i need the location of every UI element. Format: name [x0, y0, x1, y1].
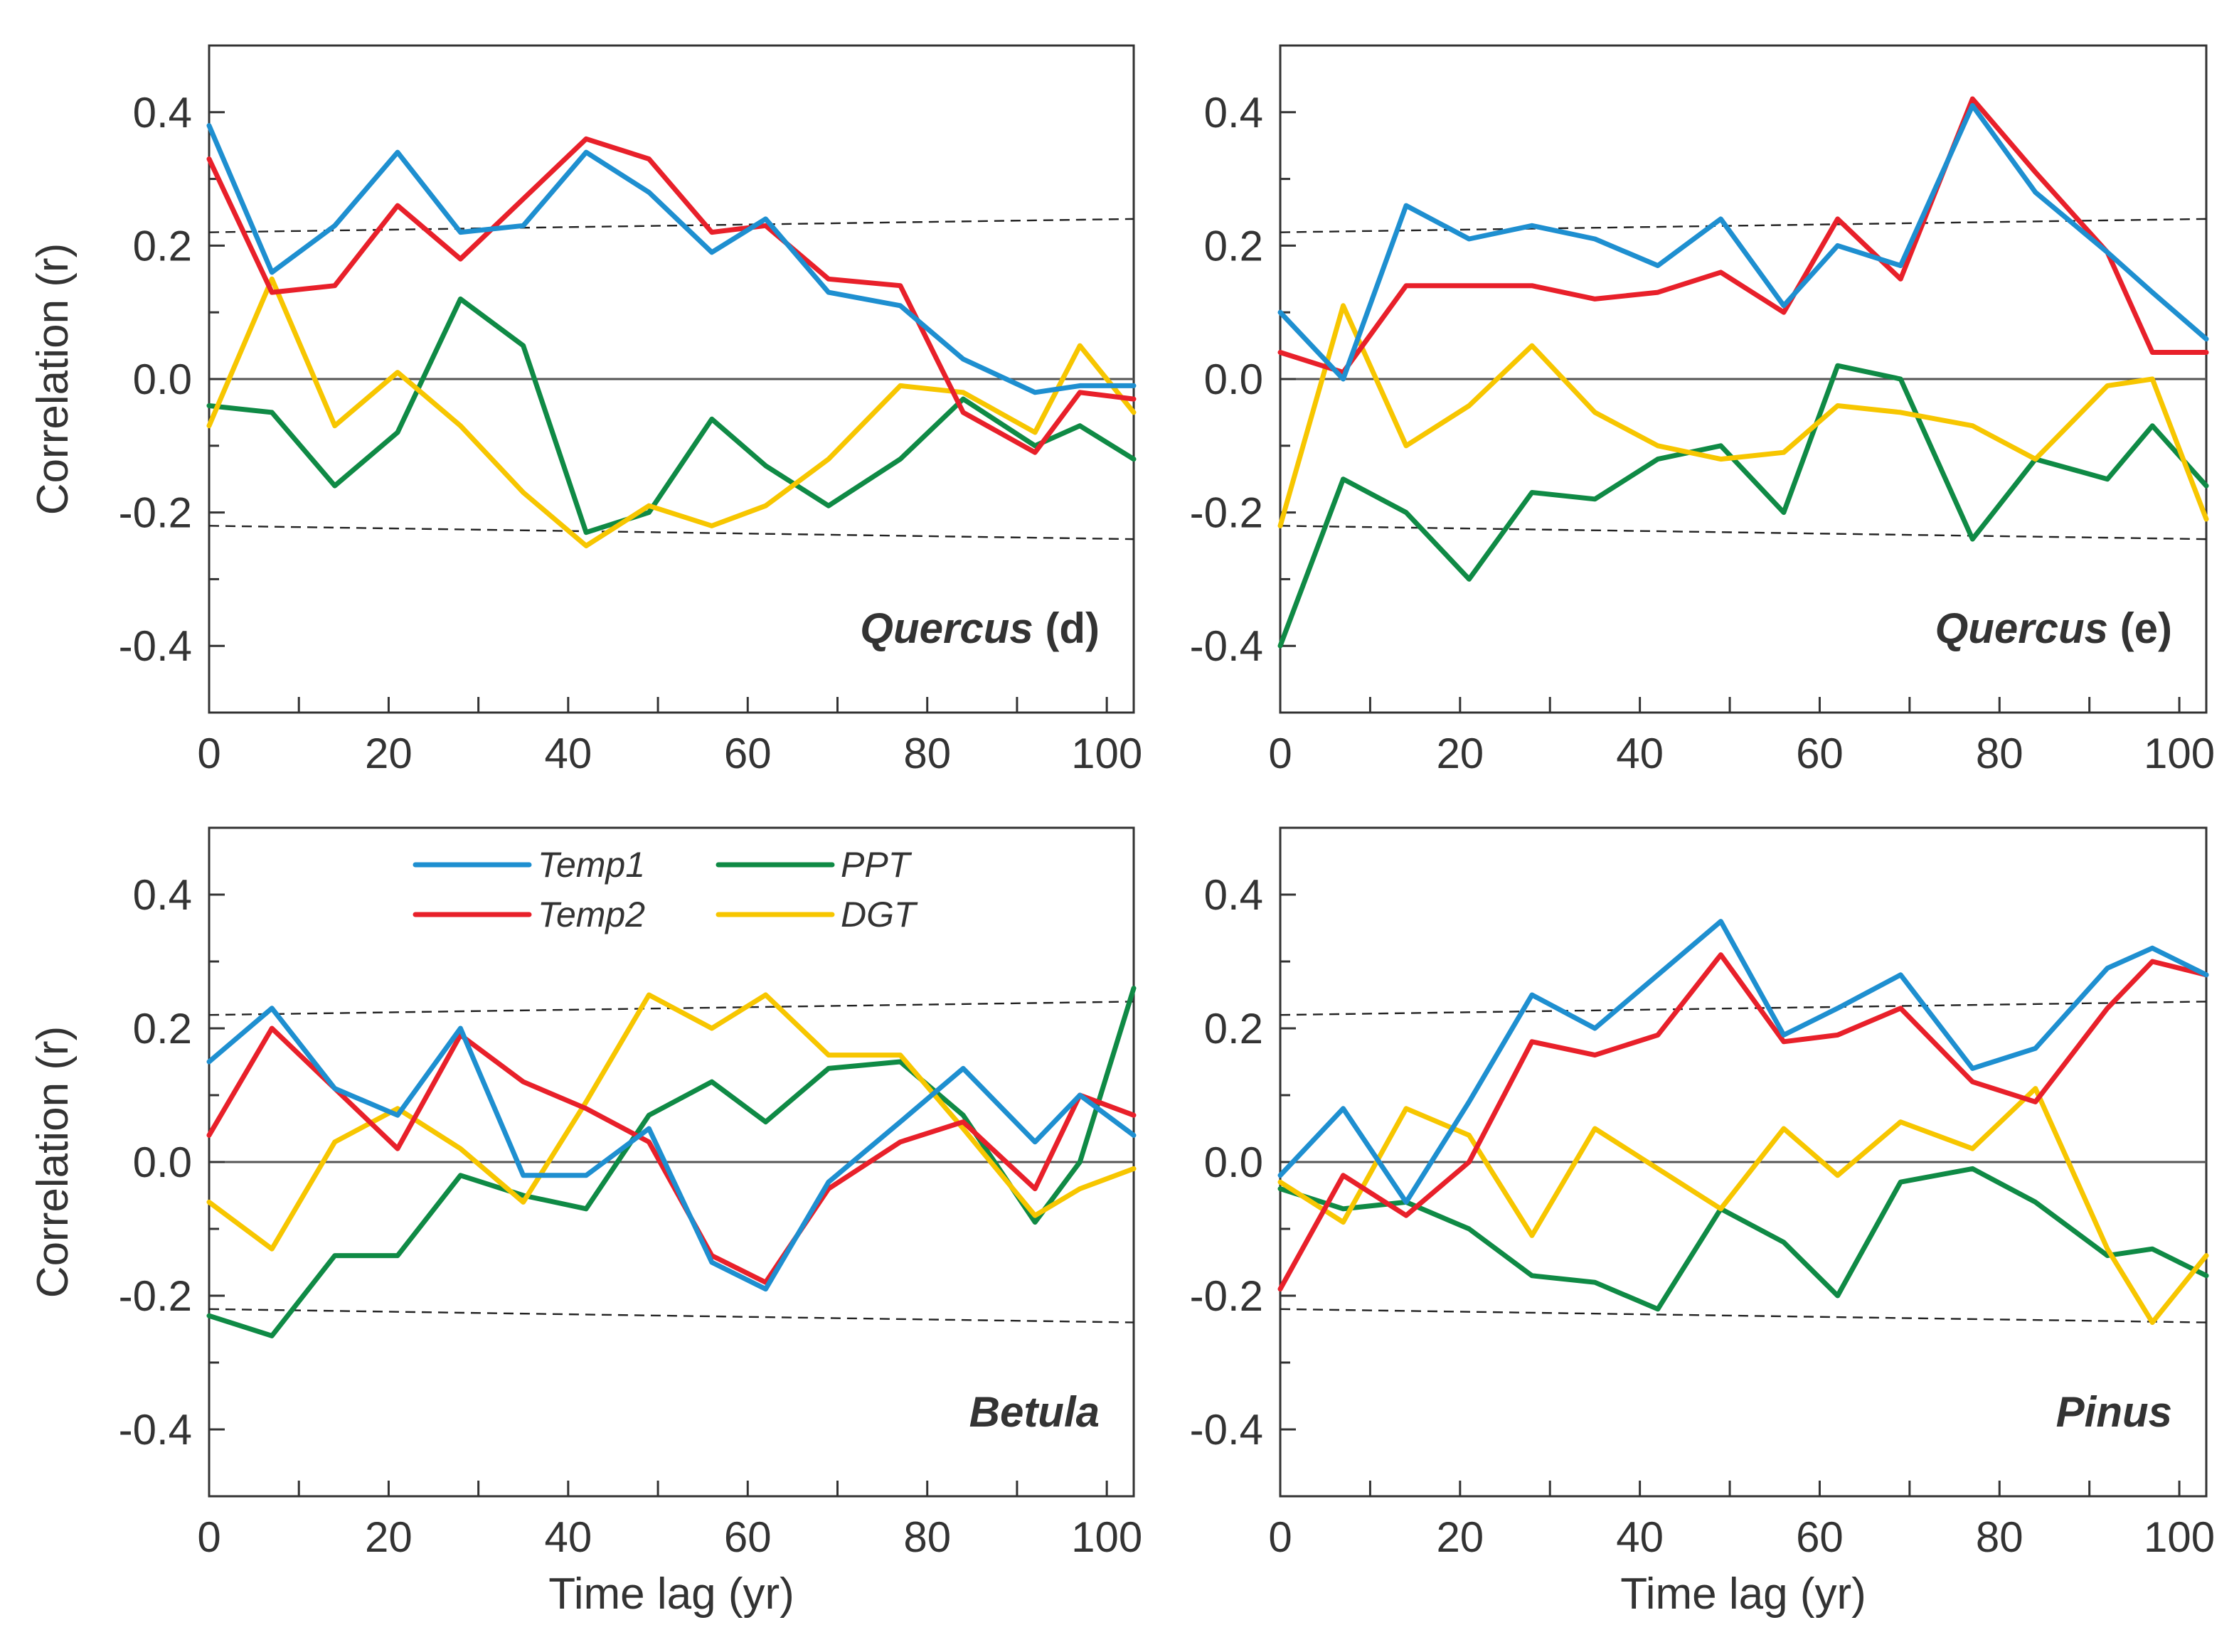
x-tick-label: 0 — [197, 1513, 220, 1561]
x-tick-label: 80 — [903, 1513, 951, 1561]
x-tick-label: 40 — [1616, 1513, 1664, 1561]
y-tick-label: 0.2 — [133, 222, 192, 270]
y-tick-label: 0.4 — [133, 871, 192, 919]
panel-suffix: (d) — [1033, 604, 1100, 652]
y-tick-label: -0.4 — [1190, 1406, 1263, 1454]
legend: Temp1 Temp2 PPT DGT — [413, 845, 918, 934]
y-tick-label: -0.2 — [119, 1272, 192, 1320]
panel-taxon: Quercus — [1935, 604, 2108, 652]
significance-line-lower — [1280, 1308, 2207, 1323]
panel-label: Quercus (d) — [860, 604, 1100, 652]
series-line-temp1 — [206, 1006, 1137, 1292]
y-axis-title: Correlation (r) — [28, 1026, 78, 1298]
series-line-ppt — [206, 296, 1137, 535]
series-line-temp1 — [1277, 919, 2209, 1205]
x-tick-label: 100 — [2144, 1513, 2215, 1561]
significance-line-upper — [1280, 218, 2207, 233]
significance-line-upper — [208, 218, 1134, 233]
legend-label-temp2: Temp2 — [538, 895, 645, 934]
y-tick-label: 0.2 — [1204, 222, 1263, 270]
x-axis-title: Time lag (yr) — [1620, 1570, 1866, 1619]
series-line-temp2 — [1277, 952, 2209, 1292]
x-tick-label: 100 — [1071, 730, 1142, 777]
series-line-temp2 — [1277, 96, 2209, 375]
series-line-ppt — [1277, 1166, 2209, 1312]
panel-2: 0.4 0.2 0.0 -0.2 -0.4 0 20 40 60 80 100 Quercus (e) — [1190, 44, 2215, 777]
y-tick-label: 0.0 — [133, 1139, 192, 1186]
panel-3: 0.4 0.2 0.0 -0.2 -0.4 0 20 40 60 80 100 Betula Corre… — [28, 826, 1142, 1619]
x-tick-label: 0 — [197, 730, 220, 777]
panel-1: 0.4 0.2 0.0 -0.2 -0.4 0 20 40 60 80 100 Quercus (d)… — [28, 44, 1142, 777]
x-tick-label: 20 — [365, 1513, 413, 1561]
x-tick-label: 0 — [1268, 730, 1292, 777]
legend-label-dgt: DGT — [841, 895, 918, 934]
x-tick-label: 100 — [2144, 730, 2215, 777]
x-tick-label: 100 — [1071, 1513, 1142, 1561]
panel-taxon: Quercus — [860, 604, 1033, 652]
panel-label: Pinus — [2056, 1388, 2172, 1436]
panel-taxon: Pinus — [2056, 1388, 2172, 1436]
series-line-dgt — [1277, 1086, 2209, 1326]
x-tick-label: 20 — [1436, 1513, 1484, 1561]
series-line-dgt — [1277, 303, 2209, 528]
legend-label-temp1: Temp1 — [538, 845, 645, 885]
y-tick-label: 0.0 — [1204, 356, 1263, 403]
y-tick-label: 0.0 — [1204, 1139, 1263, 1186]
series-line-temp2 — [206, 136, 1137, 455]
x-tick-label: 60 — [724, 1513, 772, 1561]
panel-taxon: Betula — [969, 1388, 1100, 1436]
x-axis-title: Time lag (yr) — [548, 1570, 794, 1619]
x-tick-label: 40 — [544, 730, 592, 777]
y-tick-label: 0.0 — [133, 356, 192, 403]
y-tick-label: 0.2 — [133, 1005, 192, 1053]
panel-4: 0.4 0.2 0.0 -0.2 -0.4 0 20 40 60 80 100 Pinus Time l… — [1190, 826, 2215, 1619]
significance-line-lower — [1280, 525, 2207, 540]
x-tick-label: 80 — [903, 730, 951, 777]
x-tick-label: 60 — [1796, 1513, 1844, 1561]
y-tick-label: 0.2 — [1204, 1005, 1263, 1053]
x-tick-label: 40 — [1616, 730, 1664, 777]
y-axis-title: Correlation (r) — [28, 243, 78, 515]
panel-label: Betula — [969, 1388, 1100, 1436]
significance-line-lower — [208, 1308, 1134, 1323]
series-line-temp1 — [206, 123, 1137, 395]
series-line-temp1 — [1277, 102, 2209, 382]
y-tick-label: -0.2 — [119, 489, 192, 537]
panel-label: Quercus (e) — [1935, 604, 2172, 652]
x-tick-label: 60 — [1796, 730, 1844, 777]
y-tick-label: -0.2 — [1190, 1272, 1263, 1320]
x-tick-label: 60 — [724, 730, 772, 777]
x-tick-label: 0 — [1268, 1513, 1292, 1561]
y-tick-label: -0.4 — [1190, 622, 1263, 670]
x-tick-label: 80 — [1976, 730, 2023, 777]
y-tick-label: -0.4 — [119, 622, 192, 670]
x-tick-label: 20 — [365, 730, 413, 777]
y-tick-label: 0.4 — [1204, 89, 1263, 137]
x-tick-label: 80 — [1976, 1513, 2023, 1561]
y-tick-label: -0.2 — [1190, 489, 1263, 537]
x-tick-label: 40 — [544, 1513, 592, 1561]
series-line-dgt — [206, 276, 1137, 548]
y-tick-label: 0.4 — [133, 89, 192, 137]
x-tick-label: 20 — [1436, 730, 1484, 777]
legend-label-ppt: PPT — [841, 845, 913, 885]
series-line-ppt — [1277, 363, 2209, 649]
significance-line-upper — [1280, 1001, 2207, 1016]
y-tick-label: 0.4 — [1204, 871, 1263, 919]
panel-suffix: (e) — [2108, 604, 2172, 652]
series-line-dgt — [206, 992, 1137, 1252]
series-line-temp2 — [206, 1025, 1137, 1285]
y-tick-label: -0.4 — [119, 1406, 192, 1454]
significance-line-lower — [208, 525, 1134, 540]
